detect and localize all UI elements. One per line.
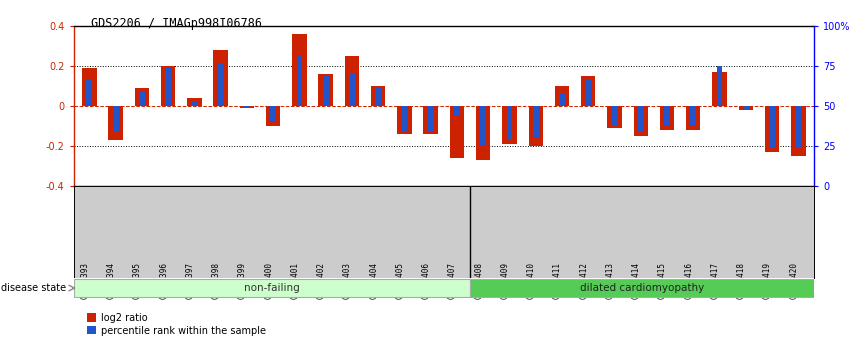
Bar	[559, 94, 565, 106]
Bar	[213, 50, 228, 106]
Text: GDS2206 / IMAGp998I06786: GDS2206 / IMAGp998I06786	[91, 17, 262, 30]
Bar	[82, 68, 97, 106]
Bar	[454, 106, 460, 116]
Legend: log2 ratio, percentile rank within the sample: log2 ratio, percentile rank within the s…	[87, 313, 266, 336]
Bar	[371, 86, 385, 106]
Bar	[765, 106, 779, 152]
Bar	[323, 76, 328, 106]
Bar	[686, 106, 701, 130]
Bar	[113, 106, 119, 132]
Bar	[375, 88, 381, 106]
Bar	[533, 106, 539, 138]
Bar	[449, 106, 464, 158]
Text: non-failing: non-failing	[244, 283, 300, 293]
Bar	[217, 64, 223, 106]
Bar	[476, 106, 490, 160]
Bar	[296, 56, 302, 106]
Bar	[397, 106, 411, 134]
Bar	[717, 66, 722, 106]
Bar	[690, 106, 696, 126]
Bar	[739, 106, 753, 110]
Bar	[319, 74, 333, 106]
Bar	[638, 106, 643, 132]
Bar	[795, 106, 801, 148]
Bar	[345, 56, 359, 106]
Bar	[266, 106, 281, 126]
Bar	[87, 80, 93, 106]
Bar	[713, 72, 727, 106]
Bar	[555, 86, 569, 106]
Bar	[402, 106, 407, 132]
Bar	[470, 279, 814, 297]
Bar	[349, 74, 355, 106]
Bar	[481, 106, 486, 146]
Bar	[240, 106, 254, 108]
Bar	[423, 106, 438, 134]
Bar	[585, 80, 591, 106]
Text: disease state: disease state	[1, 283, 66, 293]
Bar	[161, 66, 175, 106]
Bar	[270, 106, 276, 122]
Bar	[634, 106, 648, 136]
Bar	[108, 106, 123, 140]
Bar	[244, 106, 249, 108]
Bar	[292, 34, 307, 106]
Bar	[187, 98, 202, 106]
Bar	[743, 106, 749, 110]
Bar	[502, 106, 517, 144]
Bar	[428, 106, 434, 132]
Bar	[791, 106, 805, 156]
Bar	[769, 106, 775, 148]
Bar	[528, 106, 543, 146]
Bar	[507, 106, 513, 140]
Bar	[74, 279, 470, 297]
Bar	[191, 102, 197, 106]
Bar	[607, 106, 622, 128]
Bar	[165, 68, 171, 106]
Bar	[139, 92, 145, 106]
Bar	[134, 88, 149, 106]
Bar	[664, 106, 670, 126]
Bar	[581, 76, 596, 106]
Bar	[660, 106, 675, 130]
Text: dilated cardiomyopathy: dilated cardiomyopathy	[580, 283, 704, 293]
Bar	[611, 106, 617, 126]
